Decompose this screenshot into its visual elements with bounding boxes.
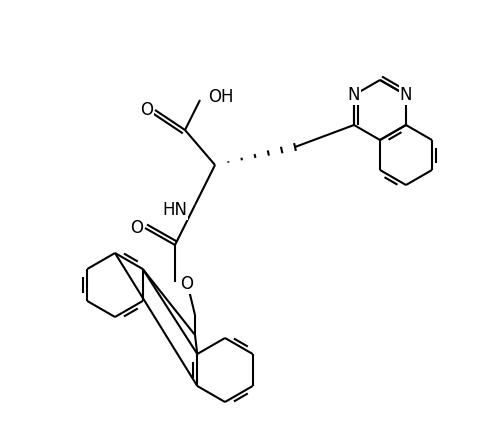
Text: OH: OH (208, 88, 234, 106)
Text: O: O (140, 101, 154, 119)
Text: N: N (348, 86, 360, 104)
Text: O: O (180, 275, 194, 293)
Text: HN: HN (162, 201, 187, 219)
Text: O: O (130, 219, 143, 237)
Text: N: N (400, 86, 412, 104)
